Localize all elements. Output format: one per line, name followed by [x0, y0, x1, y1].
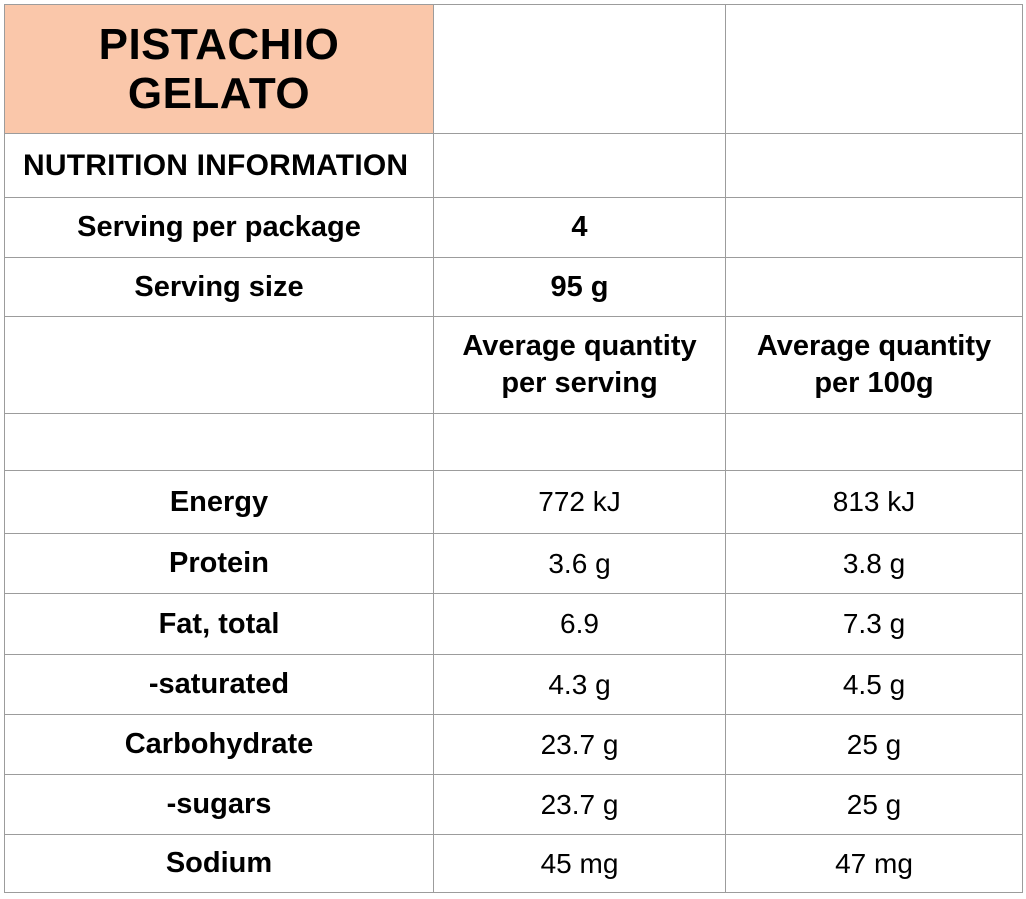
- value-per-serving: 772 kJ: [433, 470, 726, 534]
- serving-per-package-row: Serving per package 4: [4, 197, 1023, 258]
- serving-per-package-label: Serving per package: [4, 197, 434, 258]
- value-per-100g: 813 kJ: [725, 470, 1023, 534]
- value-per-serving: 23.7 g: [433, 774, 726, 835]
- nutrition-information-table: PISTACHIO GELATO NUTRITION INFORMATION S…: [4, 4, 1023, 893]
- nutrient-row-protein: Protein 3.6 g 3.8 g: [4, 533, 1023, 594]
- nutrition-information-heading: NUTRITION INFORMATION: [4, 133, 434, 198]
- nutrient-row-saturated: -saturated 4.3 g 4.5 g: [4, 654, 1023, 715]
- nutrient-name: Sodium: [4, 834, 434, 893]
- empty-cell: [4, 413, 434, 471]
- empty-cell: [725, 133, 1023, 198]
- serving-size-value: 95 g: [433, 257, 726, 317]
- empty-cell: [433, 413, 726, 471]
- empty-cell: [4, 316, 434, 414]
- empty-cell: [725, 197, 1023, 258]
- value-per-serving: 23.7 g: [433, 714, 726, 775]
- nutrient-row-carbohydrate: Carbohydrate 23.7 g 25 g: [4, 714, 1023, 775]
- nutrient-name: Protein: [4, 533, 434, 594]
- value-per-serving: 6.9: [433, 593, 726, 655]
- nutrient-row-energy: Energy 772 kJ 813 kJ: [4, 470, 1023, 534]
- section-title-row: NUTRITION INFORMATION: [4, 133, 1023, 198]
- col-header-per-100g: Average quantity per 100g: [725, 316, 1023, 414]
- col-header-per-serving: Average quantity per serving: [433, 316, 726, 414]
- value-per-serving: 3.6 g: [433, 533, 726, 594]
- value-per-100g: 4.5 g: [725, 654, 1023, 715]
- spacer-row: [4, 413, 1023, 471]
- value-per-100g: 3.8 g: [725, 533, 1023, 594]
- value-per-serving: 45 mg: [433, 834, 726, 893]
- value-per-100g: 25 g: [725, 714, 1023, 775]
- column-headers-row: Average quantity per serving Average qua…: [4, 316, 1023, 414]
- nutrient-name: Carbohydrate: [4, 714, 434, 775]
- value-per-100g: 47 mg: [725, 834, 1023, 893]
- empty-cell: [725, 413, 1023, 471]
- nutrient-name: -saturated: [4, 654, 434, 715]
- value-per-100g: 7.3 g: [725, 593, 1023, 655]
- value-per-serving: 4.3 g: [433, 654, 726, 715]
- nutrient-name: Fat, total: [4, 593, 434, 655]
- nutrient-name: Energy: [4, 470, 434, 534]
- empty-cell: [725, 257, 1023, 317]
- value-per-100g: 25 g: [725, 774, 1023, 835]
- nutrient-row-sodium: Sodium 45 mg 47 mg: [4, 834, 1023, 893]
- empty-cell: [725, 4, 1023, 134]
- product-title-row: PISTACHIO GELATO: [4, 4, 1023, 134]
- serving-per-package-value: 4: [433, 197, 726, 258]
- nutrient-row-fat-total: Fat, total 6.9 7.3 g: [4, 593, 1023, 655]
- nutrient-row-sugars: -sugars 23.7 g 25 g: [4, 774, 1023, 835]
- empty-cell: [433, 133, 726, 198]
- serving-size-label: Serving size: [4, 257, 434, 317]
- serving-size-row: Serving size 95 g: [4, 257, 1023, 317]
- nutrient-name: -sugars: [4, 774, 434, 835]
- empty-cell: [433, 4, 726, 134]
- product-title: PISTACHIO GELATO: [4, 4, 434, 134]
